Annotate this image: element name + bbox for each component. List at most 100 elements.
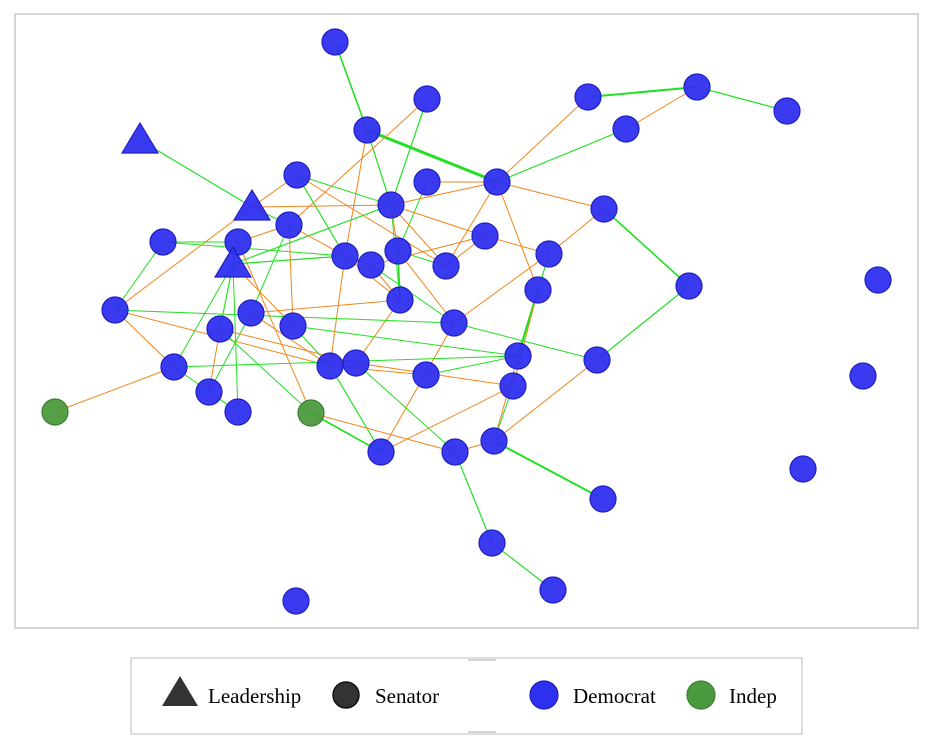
edge-n7-n11 — [366, 128, 498, 184]
democrat-senator-node[interactable] — [367, 438, 395, 466]
democrat-senator-node[interactable] — [583, 346, 611, 374]
democrat-senator-node[interactable] — [321, 28, 349, 56]
democrat-senator-node[interactable] — [483, 168, 511, 196]
democrat-senator-node[interactable] — [357, 251, 385, 279]
edge-n48-n51 — [454, 451, 493, 544]
democrat-senator-node[interactable] — [331, 242, 359, 270]
democrat-senator-node[interactable] — [224, 398, 252, 426]
democrat-senator-node[interactable] — [282, 587, 310, 615]
edge-n34-n39 — [425, 355, 519, 376]
leadership-node[interactable] — [120, 121, 160, 154]
edge-n14-n26 — [603, 208, 690, 287]
democrat-senator-node[interactable] — [275, 211, 303, 239]
edge-n13-n18 — [390, 204, 486, 237]
democrat-senator-node[interactable] — [413, 85, 441, 113]
democrat-senator-node[interactable] — [612, 115, 640, 143]
edge-n27-n41 — [512, 289, 539, 387]
democrat-senator-node[interactable] — [589, 485, 617, 513]
democrat-senator-node[interactable] — [773, 97, 801, 125]
democrat-senator-node[interactable] — [279, 312, 307, 340]
democrat-senator-node[interactable] — [590, 195, 618, 223]
edge-n20-n36 — [329, 255, 346, 367]
democrat-senator-node[interactable] — [283, 161, 311, 189]
democrat-senator-node[interactable] — [574, 83, 602, 111]
independent-senator-node[interactable] — [297, 399, 325, 427]
edge-n8-n12 — [139, 139, 253, 208]
edge-n21-n32 — [453, 253, 550, 324]
edge-n34-n46 — [493, 355, 519, 442]
edge-n9-n23 — [296, 174, 447, 267]
edge-n30-n42 — [208, 312, 252, 393]
democrat-senator-node[interactable] — [499, 372, 527, 400]
edge-n11-n14 — [496, 181, 605, 210]
edge-n1-n7 — [334, 41, 368, 131]
democrat-senator-node[interactable] — [149, 228, 177, 256]
democrat-senator-node[interactable] — [412, 361, 440, 389]
democrat-senator-node[interactable] — [160, 353, 188, 381]
democrat-senator-node[interactable] — [675, 272, 703, 300]
democrat-senator-node[interactable] — [432, 252, 460, 280]
edge-n36-n47 — [329, 365, 382, 453]
democrat-senator-node[interactable] — [440, 309, 468, 337]
edge-n19-n32 — [397, 250, 455, 324]
democrat-senator-node[interactable] — [384, 237, 412, 265]
democrat-senator-node[interactable] — [480, 427, 508, 455]
circle-icon — [332, 681, 360, 709]
edge-n2-n13 — [390, 98, 428, 206]
edge-n13-n24 — [232, 204, 392, 265]
democrat-senator-node[interactable] — [441, 438, 469, 466]
democrat-senator-node[interactable] — [342, 349, 370, 377]
edge-n31-n34 — [292, 325, 519, 357]
edge-n45-n48 — [310, 412, 456, 453]
edge-layer — [54, 41, 788, 591]
democrat-senator-node[interactable] — [206, 315, 234, 343]
edge-n2-n15 — [288, 98, 428, 226]
edge-n12-n29 — [114, 206, 253, 311]
democrat-senator-node[interactable] — [237, 299, 265, 327]
edge-n6-n11 — [496, 128, 627, 183]
edge-n24-n20 — [232, 255, 346, 265]
democrat-senator-node[interactable] — [478, 529, 506, 557]
triangle-icon — [162, 676, 198, 706]
democrat-senator-node[interactable] — [377, 191, 405, 219]
democrat-senator-node[interactable] — [316, 352, 344, 380]
democrat-senator-node[interactable] — [101, 296, 129, 324]
edge-n41-n47 — [380, 385, 514, 453]
democrat-senator-node[interactable] — [849, 362, 877, 390]
leadership-node[interactable] — [213, 245, 253, 278]
democrat-senator-node[interactable] — [504, 342, 532, 370]
edge-n7-n20 — [344, 129, 368, 257]
edge-n4-n6 — [625, 86, 698, 130]
edge-n11-n27 — [496, 181, 539, 291]
edge-n30-n36 — [250, 312, 331, 367]
democrat-senator-node[interactable] — [524, 276, 552, 304]
edge-n3-n4 — [587, 86, 698, 98]
independent-color-swatch — [686, 680, 716, 710]
democrat-senator-node[interactable] — [386, 286, 414, 314]
leadership-node[interactable] — [232, 188, 272, 221]
democrat-senator-node[interactable] — [683, 73, 711, 101]
edge-n13-n23 — [390, 204, 447, 267]
edge-n17-n45 — [237, 241, 312, 414]
democrat-senator-node[interactable] — [413, 168, 441, 196]
edge-n32-n47 — [380, 322, 455, 453]
edge-n24-n38 — [173, 263, 234, 368]
democrat-senator-node[interactable] — [864, 266, 892, 294]
democrat-senator-node[interactable] — [471, 222, 499, 250]
democrat-senator-node[interactable] — [539, 576, 567, 604]
legend-label-democrat: Democrat — [573, 684, 656, 708]
democrat-senator-node[interactable] — [789, 455, 817, 483]
edge-n11-n13 — [390, 181, 498, 206]
democrat-senator-node[interactable] — [224, 228, 252, 256]
independent-senator-node[interactable] — [41, 398, 69, 426]
democrat-senator-node[interactable] — [535, 240, 563, 268]
edge-n37-n48 — [355, 362, 456, 453]
legend-label-senator: Senator — [375, 684, 439, 708]
edge-n9-n13 — [296, 174, 392, 206]
legend: Leadership Senator Democrat Indep — [130, 657, 803, 735]
democrat-senator-node[interactable] — [353, 116, 381, 144]
edge-n3-n11 — [496, 96, 589, 183]
democrat-senator-node[interactable] — [195, 378, 223, 406]
edge-n15-n30 — [250, 224, 290, 314]
edge-n26-n35 — [596, 285, 690, 361]
